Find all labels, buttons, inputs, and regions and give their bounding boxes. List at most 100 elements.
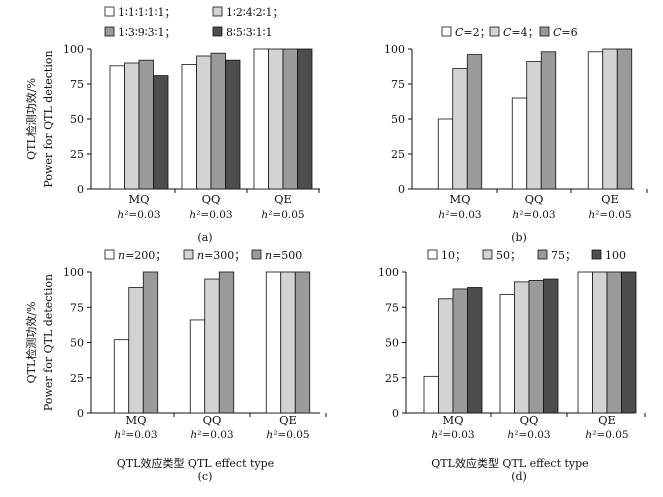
y-tick-label: 100 <box>384 43 405 56</box>
bar-qe-series-1 <box>577 271 593 414</box>
y-tick-label: 25 <box>70 372 84 385</box>
heritability-label: h²=0.03 <box>190 429 233 441</box>
panel-label: (b) <box>511 231 527 244</box>
y-tick-label: 0 <box>398 183 405 196</box>
bar-qq-series-2 <box>204 278 220 414</box>
heritability-label: h²=0.05 <box>261 209 304 221</box>
bar-qq-series-1 <box>189 319 206 414</box>
bar-qq-series-1 <box>181 64 197 190</box>
bar-mq-series-4 <box>467 287 483 414</box>
legend-swatch <box>537 249 548 260</box>
legend-label: 8∶5∶3∶1∶1 <box>226 26 272 39</box>
bar-qe-series-3 <box>282 48 298 190</box>
legend-swatch <box>104 26 115 37</box>
legend-label: 10； <box>441 249 466 262</box>
legend-label: 50； <box>496 249 521 262</box>
legend-label: C=2； <box>455 26 491 39</box>
bar-qe-series-1 <box>253 48 269 190</box>
bar-qe-series-3 <box>616 48 633 190</box>
x-category-label: MQ <box>125 413 146 427</box>
heritability-label: h²=0.05 <box>266 429 309 441</box>
y-tick-label: 0 <box>77 183 84 196</box>
legend-swatch <box>539 26 550 37</box>
y-tick-label: 50 <box>70 337 84 350</box>
bar-qq-series-3 <box>218 271 235 414</box>
legend-swatch <box>212 26 223 37</box>
bar-qe-series-1 <box>587 51 604 190</box>
heritability-label: h²=0.05 <box>585 429 628 441</box>
y-tick-label: 25 <box>391 148 405 161</box>
x-category-label: QQ <box>525 192 544 206</box>
legend-swatch <box>591 249 602 260</box>
bar-mq-series-1 <box>437 118 454 190</box>
chart-panel-a: 0 25 50 75 100 MQ h²=0.03 QQ h²=0.03 QE h²=0.05 1∶1… <box>24 6 320 244</box>
legend-label: 1∶1∶1∶1∶1； <box>118 6 175 19</box>
y-tick-label: 50 <box>391 113 405 126</box>
heritability-label: h²=0.03 <box>114 429 157 441</box>
panel-label: (c) <box>198 470 213 483</box>
panel-label: (d) <box>511 470 527 483</box>
y-tick-label: 75 <box>391 78 405 91</box>
heritability-label: h²=0.03 <box>512 209 555 221</box>
y-tick-label: 75 <box>70 78 84 91</box>
heritability-label: h²=0.03 <box>431 429 474 441</box>
x-category-label: QE <box>601 192 619 206</box>
bar-qq-series-2 <box>526 61 542 190</box>
x-category-label: QQ <box>203 413 222 427</box>
legend-swatch <box>482 249 493 260</box>
bar-mq-series-1 <box>423 375 439 414</box>
y-axis-title-cn: QTL检测功效/% <box>24 78 38 160</box>
bar-qq-series-4 <box>225 59 241 190</box>
y-tick-label: 100 <box>63 266 84 279</box>
legend-swatch <box>441 26 452 37</box>
y-tick-label: 100 <box>378 266 399 279</box>
bar-qq-series-3 <box>210 52 226 190</box>
x-category-label: QE <box>274 192 292 206</box>
x-category-label: MQ <box>449 192 470 206</box>
bar-mq-series-3 <box>452 288 468 414</box>
x-category-label: MQ <box>442 413 463 427</box>
bar-qq-series-2 <box>196 55 212 190</box>
bar-mq-series-3 <box>466 54 483 190</box>
y-tick-label: 75 <box>70 301 84 314</box>
y-tick-label: 100 <box>63 43 84 56</box>
bar-qe-series-3 <box>606 271 622 414</box>
legend-swatch <box>212 6 223 17</box>
bar-qe-series-3 <box>294 271 311 414</box>
x-axis-title: QTL效应类型 QTL effect type <box>431 456 588 470</box>
legend-swatch <box>104 6 115 17</box>
bar-mq-series-1 <box>113 339 130 414</box>
bar-qe-series-2 <box>592 271 608 414</box>
bar-mq-series-2 <box>452 68 468 190</box>
y-tick-label: 50 <box>70 113 84 126</box>
legend-swatch <box>251 249 262 260</box>
heritability-label: h²=0.05 <box>588 209 631 221</box>
heritability-label: h²=0.03 <box>438 209 481 221</box>
legend-label: 75； <box>551 249 576 262</box>
y-tick-label: 50 <box>385 337 399 350</box>
bar-mq-series-1 <box>109 65 125 190</box>
legend-label: 1∶3∶9∶3∶1； <box>118 26 175 39</box>
legend-label: n=500 <box>265 249 302 262</box>
chart-panel-c: 0 25 50 75 100 MQ h²=0.03 QQ h²=0.03 QE h²=0.05 n=2… <box>24 249 327 483</box>
legend-label: 1∶2∶4∶2∶1； <box>226 6 283 19</box>
y-axis-title-en: Power for QTL detection <box>42 274 55 411</box>
bar-mq-series-3 <box>142 271 159 414</box>
legend-swatch <box>104 249 115 260</box>
x-axis-title: QTL效应类型 QTL effect type <box>117 456 274 470</box>
legend-label: n=300； <box>197 249 245 262</box>
bar-qq-series-1 <box>511 97 528 190</box>
y-tick-label: 25 <box>385 372 399 385</box>
bar-qq-series-4 <box>543 278 559 414</box>
heritability-label: h²=0.03 <box>507 429 550 441</box>
legend-label: 100 <box>605 249 626 262</box>
legend-label: n=200； <box>118 249 166 262</box>
bar-qe-series-4 <box>621 271 637 414</box>
y-tick-label: 0 <box>77 407 84 420</box>
y-tick-label: 0 <box>392 407 399 420</box>
bar-mq-series-2 <box>124 62 140 190</box>
bar-mq-series-2 <box>128 287 144 414</box>
bar-qq-series-3 <box>540 51 557 190</box>
bar-mq-series-3 <box>138 59 154 190</box>
